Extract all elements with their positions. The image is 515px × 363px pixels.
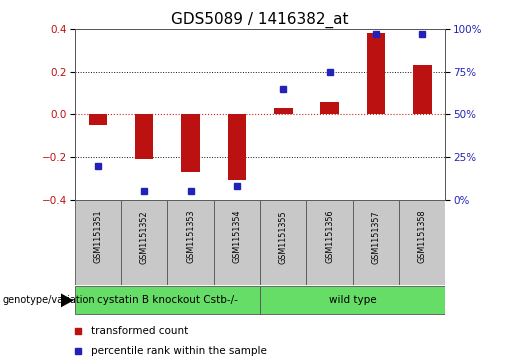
Bar [413, 65, 432, 114]
Bar [306, 200, 353, 285]
Bar [214, 200, 260, 285]
Bar [399, 200, 445, 285]
Text: GSM1151357: GSM1151357 [371, 210, 381, 264]
Text: genotype/variation: genotype/variation [3, 295, 95, 305]
Text: GSM1151351: GSM1151351 [93, 210, 102, 264]
Bar [135, 114, 153, 159]
Text: GSM1151356: GSM1151356 [325, 210, 334, 264]
Bar [167, 200, 214, 285]
Text: GSM1151355: GSM1151355 [279, 210, 288, 264]
Polygon shape [61, 293, 74, 307]
Bar [89, 114, 107, 125]
Text: cystatin B knockout Cstb-/-: cystatin B knockout Cstb-/- [97, 295, 238, 305]
Bar [75, 286, 260, 314]
Bar [121, 200, 167, 285]
Bar [320, 102, 339, 114]
Bar [274, 108, 293, 114]
Text: GSM1151354: GSM1151354 [232, 210, 242, 264]
Text: wild type: wild type [329, 295, 376, 305]
Title: GDS5089 / 1416382_at: GDS5089 / 1416382_at [171, 12, 349, 28]
Text: GSM1151358: GSM1151358 [418, 210, 427, 264]
Bar [367, 33, 385, 114]
Text: GSM1151352: GSM1151352 [140, 210, 149, 264]
Bar [353, 200, 399, 285]
Bar [75, 200, 121, 285]
Text: GSM1151353: GSM1151353 [186, 210, 195, 264]
Text: percentile rank within the sample: percentile rank within the sample [91, 346, 267, 356]
Bar [260, 200, 306, 285]
Bar [181, 114, 200, 172]
Bar [228, 114, 246, 180]
Text: transformed count: transformed count [91, 326, 188, 336]
Bar [260, 286, 445, 314]
